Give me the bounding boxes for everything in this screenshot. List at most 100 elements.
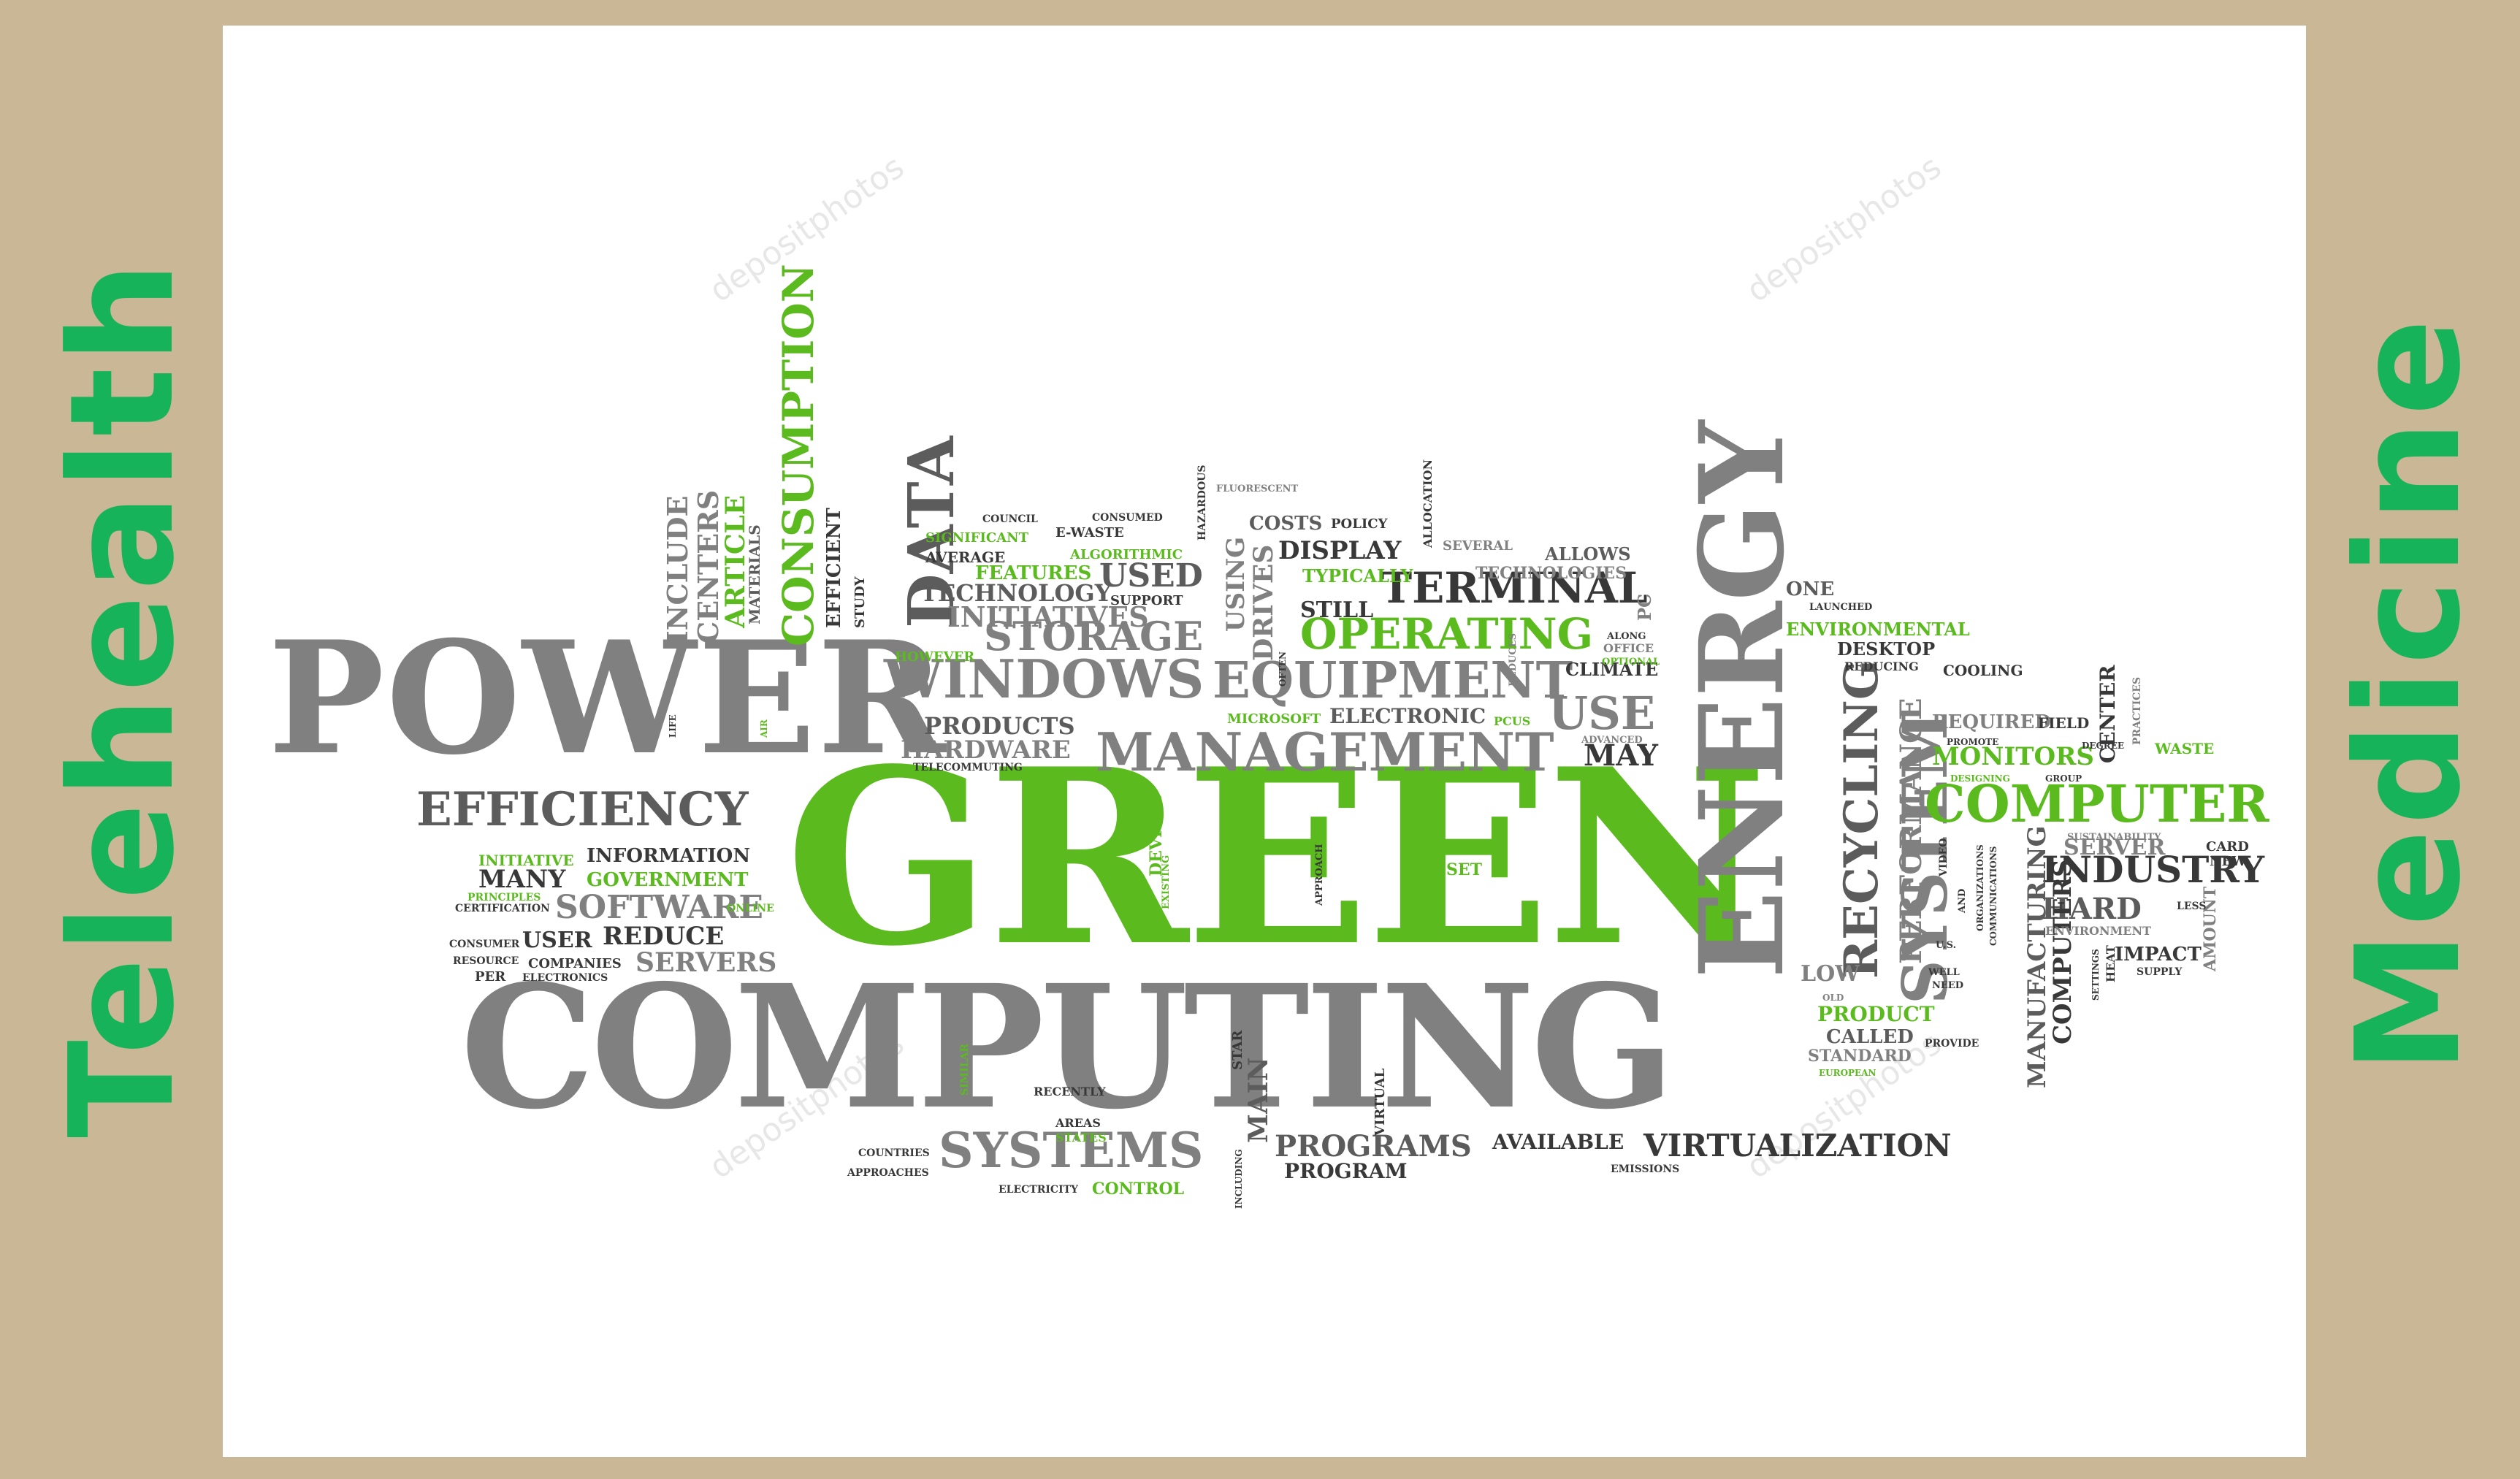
word-software: SOFTWARE [555,889,763,926]
word-consumption: CONSUMPTION [774,264,823,646]
word-computer: COMPUTER [1925,773,2269,834]
word-european: EUROPEAN [1819,1068,1876,1078]
word-article: ARTICLE [720,495,751,629]
word-study: STUDY [852,576,868,628]
word-recently: RECENTLY [1034,1085,1106,1098]
word-along: ALONG [1606,631,1646,642]
word-degree: DEGREE [2082,741,2124,751]
word-less: LESS [2177,901,2206,912]
word-environmental: ENVIRONMENTAL [1786,619,1970,640]
word-set: SET [1446,860,1483,879]
word-devices: DEVICES [1147,794,1166,876]
word-telecommuting: TELECOMMUTING [913,762,1023,773]
word-features: FEATURES [975,562,1091,584]
word-server: SERVER [2063,835,2166,860]
word-materials: MATERIALS [746,524,763,624]
word-storage: STORAGE [984,613,1203,660]
word-reduce: REDUCE [603,922,724,951]
word-microsoft: MICROSOFT [1227,711,1321,727]
word-environment: ENVIRONMENT [2045,924,2151,938]
word-approaches: APPROACHES [847,1167,929,1179]
word-countries: COUNTRIES [858,1147,930,1159]
word-consumed: CONSUMED [1092,512,1163,524]
word-required: REQUIRED [1932,711,2051,733]
word-one: ONE [1786,578,1834,600]
word-launched: LAUNCHED [1809,602,1872,613]
word-certification: CERTIFICATION [455,903,550,914]
word-algorithmic: ALGORITHMIC [1069,547,1183,562]
word-products: PRODUCTS [924,712,1075,740]
word-approach: APPROACH [1314,844,1325,906]
word-performance: PERFORMANCE [1894,698,1928,965]
word-efficient: EFFICIENT [823,508,845,628]
word-policy: POLICY [1331,516,1389,532]
side-label-telehealth: Telehealth [39,257,206,1138]
word-many: MANY [478,865,566,894]
word-old: OLD [1822,993,1844,1003]
word-promote: PROMOTE [1947,737,1998,747]
word-program: PROGRAM [1284,1159,1408,1183]
word-desktop: DESKTOP [1837,638,1935,660]
word-reducing: REDUCING [1844,660,1919,673]
word-online: ONLINE [727,903,774,914]
word-new: NEW [2210,854,2247,869]
word-practices: PRACTICES [2131,677,2143,745]
word-sustainability: SUSTAINABILITY [2067,832,2161,843]
word-waste: WASTE [2154,740,2214,757]
word-ram: RAM [1446,841,1478,855]
word-significant: SIGNIFICANT [925,530,1029,546]
word-settings: SETTINGS [2091,949,2101,1001]
word-designing: DESIGNING [1950,773,2010,784]
word-air: AIR [759,719,769,738]
word-still: STILL [1300,597,1373,623]
word-virtual: VIRTUAL [1372,1068,1388,1136]
word-allocation: ALLOCATION [1421,459,1435,549]
word-office: OFFICE [1603,641,1654,655]
word-principles: PRINCIPLES [467,892,541,903]
word-us: U.S. [1936,940,1956,951]
word-and: AND [1957,889,1968,914]
word-using: USING [1221,537,1251,632]
word-pc: PC [1634,594,1655,621]
word-use: USE [1549,687,1655,740]
word-hard: HARD [2042,892,2142,926]
word-manufacturing: MANUFACTURING [2023,825,2052,1088]
word-equipment: EQUIPMENT [1213,651,1573,710]
word-provide: PROVIDE [1925,1038,1979,1050]
word-initiatives: INITIATIVES [947,600,1149,633]
word-recycling: RECYCLING [1834,660,1889,979]
word-monitors: MONITORS [1932,742,2094,771]
word-management: MANAGEMENT [1096,721,1554,783]
word-companies: COMPANIES [528,956,622,971]
word-cloud: depositphotos depositphotos depositphoto… [268,148,2269,1209]
word-low: LOW [1801,961,1860,987]
word-government: GOVERNMENT [587,869,749,891]
word-support: SUPPORT [1110,593,1183,608]
word-typically: TYPICALLY [1302,565,1413,586]
word-efficiency: EFFICIENCY [416,782,749,837]
word-group: GROUP [2045,773,2082,784]
word-programs: PROGRAMS [1275,1129,1472,1163]
word-industry: INDUSTRY [2042,848,2265,891]
word-power: POWER [268,607,947,789]
word-operating: OPERATING [1300,609,1593,659]
word-supply: SUPPLY [2137,966,2183,978]
word-council: COUNCIL [982,513,1038,525]
word-product: PRODUCT [1817,1002,1935,1026]
word-often: OFTEN [1278,651,1288,687]
word-hazardous: HAZARDOUS [1196,465,1208,540]
word-including: INCLUDING [1234,1149,1244,1209]
word-initiative: INITIATIVE [478,852,574,869]
word-well: WELL [1928,967,1960,978]
word-systems: SYSTEMS [939,1122,1204,1179]
watermark: depositphotos [1740,148,1948,310]
word-may: MAY [1584,738,1658,773]
word-communications: COMMUNICATIONS [1988,846,1998,946]
word-ewaste: E-WASTE [1055,525,1124,540]
word-organizations: ORGANIZATIONS [1975,844,1985,931]
word-display: DISPLAY [1278,536,1402,565]
word-impact: IMPACT [2115,944,2202,966]
word-energy: ENERGY [1675,419,1810,979]
word-cooling: COOLING [1943,662,2023,679]
word-field: FIELD [2038,714,2089,732]
